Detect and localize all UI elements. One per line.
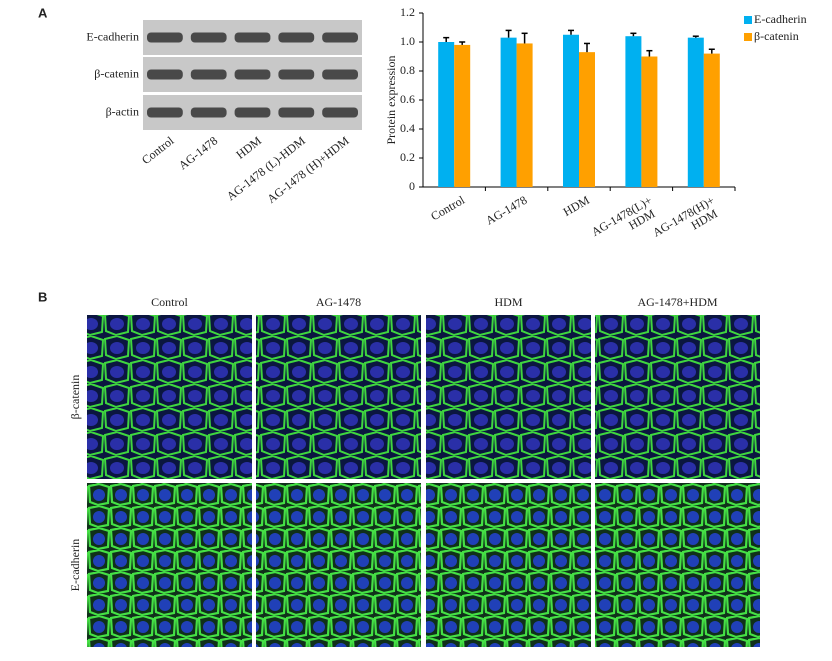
legend-label: E-cadherin bbox=[754, 12, 807, 26]
blot-row-label: E-cadherin bbox=[86, 29, 139, 43]
bar bbox=[454, 44, 471, 188]
blot-band bbox=[147, 32, 183, 43]
blot-band bbox=[190, 107, 227, 118]
column-label: Control bbox=[151, 295, 188, 309]
micrograph bbox=[87, 315, 252, 479]
bar bbox=[516, 43, 533, 188]
x-tick-label: Control bbox=[428, 193, 467, 224]
blot-band bbox=[278, 107, 315, 118]
blot-band bbox=[234, 107, 271, 118]
legend-swatch bbox=[744, 16, 752, 24]
blot-band bbox=[322, 107, 358, 118]
blot-row-label: β-actin bbox=[106, 104, 139, 118]
bar bbox=[641, 56, 658, 187]
blot-band bbox=[190, 69, 227, 80]
micrograph bbox=[87, 483, 252, 647]
blot-band bbox=[234, 69, 271, 80]
blot-band bbox=[322, 32, 358, 43]
y-tick-label: 1.0 bbox=[400, 34, 415, 48]
legend-label: β-catenin bbox=[754, 29, 799, 43]
blot-band bbox=[147, 69, 183, 80]
micrograph bbox=[595, 315, 760, 479]
panel-label: B bbox=[38, 289, 47, 304]
bar bbox=[625, 36, 642, 188]
blot-lane-label: AG-1478 bbox=[176, 133, 220, 172]
y-tick-label: 0 bbox=[409, 179, 415, 193]
column-label: AG-1478+HDM bbox=[637, 295, 717, 309]
blot-row-label: β-catenin bbox=[94, 66, 139, 80]
blot-band bbox=[147, 107, 183, 118]
micrograph bbox=[426, 315, 591, 479]
blot-band bbox=[278, 32, 315, 43]
row-label: E-cadherin bbox=[68, 539, 82, 592]
y-tick-label: 0.6 bbox=[400, 92, 415, 106]
y-tick-label: 0.4 bbox=[400, 121, 415, 135]
x-tick-label: AG-1478(L)+HDM bbox=[589, 193, 661, 250]
row-label: β-catenin bbox=[68, 375, 82, 420]
x-tick-label: HDM bbox=[561, 193, 593, 219]
bar bbox=[563, 34, 579, 187]
bar bbox=[579, 52, 595, 188]
y-tick-label: 1.2 bbox=[400, 5, 415, 19]
micrograph bbox=[256, 483, 421, 647]
bar bbox=[500, 37, 517, 188]
blot-band bbox=[234, 32, 271, 43]
blot-band bbox=[278, 69, 315, 80]
column-label: AG-1478 bbox=[316, 295, 361, 309]
blot-band bbox=[322, 69, 358, 80]
bar bbox=[703, 53, 720, 187]
y-tick-label: 0.8 bbox=[400, 63, 415, 77]
bar bbox=[438, 42, 455, 187]
bar bbox=[687, 37, 704, 188]
micrograph bbox=[595, 483, 760, 647]
legend-swatch bbox=[744, 33, 752, 41]
blot-lane-label: HDM bbox=[233, 133, 264, 161]
panel-label: A bbox=[38, 5, 48, 20]
blot-lane-label: AG-1478 (H)+HDM bbox=[264, 133, 351, 206]
x-tick-label: AG-1478(H)+HDM bbox=[650, 193, 723, 251]
blot-band bbox=[190, 32, 227, 43]
micrograph bbox=[426, 483, 591, 647]
y-axis-label: Protein expression bbox=[384, 56, 398, 145]
x-tick-label: AG-1478 bbox=[483, 193, 529, 228]
micrograph bbox=[256, 315, 421, 479]
blot-lane-label: Control bbox=[139, 133, 177, 167]
y-tick-label: 0.2 bbox=[400, 150, 415, 164]
column-label: HDM bbox=[494, 295, 522, 309]
